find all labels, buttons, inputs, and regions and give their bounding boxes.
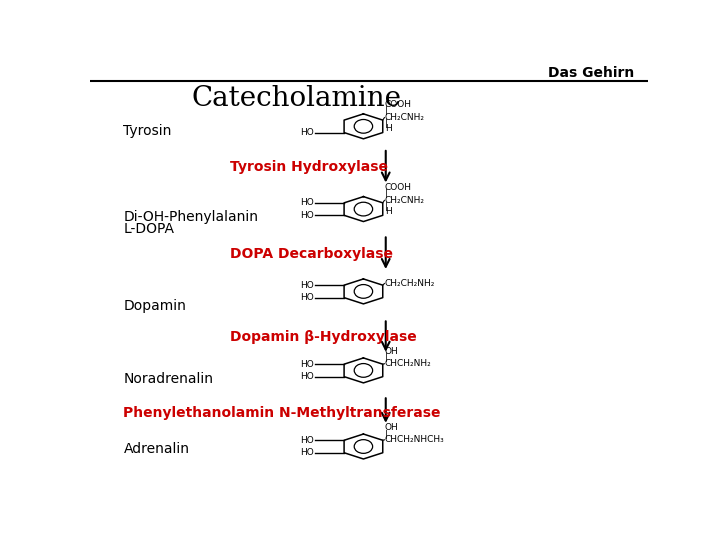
Text: DOPA Decarboxylase: DOPA Decarboxylase [230,247,392,261]
Text: |: | [385,189,388,198]
Text: OH: OH [385,347,399,356]
Text: Das Gehirn: Das Gehirn [548,66,634,80]
Text: H: H [385,124,392,133]
Text: Noradrenalin: Noradrenalin [124,372,213,386]
Text: HO: HO [300,436,313,445]
Text: |: | [385,119,388,128]
Text: HO: HO [300,360,313,369]
Text: HO: HO [300,211,313,220]
Text: HO: HO [300,372,313,381]
Text: CH₂CNH₂: CH₂CNH₂ [385,196,425,205]
Text: COOH: COOH [385,183,412,192]
Text: CH₂CNH₂: CH₂CNH₂ [385,113,425,122]
Text: L-DOPA: L-DOPA [124,222,174,236]
Text: Dopamin β-Hydroxylase: Dopamin β-Hydroxylase [230,330,416,344]
Text: |: | [385,354,388,362]
Text: OH: OH [385,423,399,433]
Text: HO: HO [300,281,313,289]
Text: CHCH₂NH₂: CHCH₂NH₂ [385,359,432,368]
Text: HO: HO [300,198,313,207]
Text: CH₂CH₂NH₂: CH₂CH₂NH₂ [385,279,436,288]
Text: HO: HO [300,128,313,137]
Text: Adrenalin: Adrenalin [124,442,189,456]
Text: Di-OH-Phenylalanin: Di-OH-Phenylalanin [124,210,258,224]
Text: HO: HO [300,448,313,457]
Text: Tyrosin Hydroxylase: Tyrosin Hydroxylase [230,160,387,174]
Text: HO: HO [300,293,313,302]
Text: |: | [385,201,388,211]
Text: H: H [385,207,392,216]
Text: Tyrosin: Tyrosin [124,124,172,138]
Text: COOH: COOH [385,100,412,109]
Text: CHCH₂NHCH₃: CHCH₂NHCH₃ [385,435,445,444]
Text: |: | [385,106,388,116]
Text: Dopamin: Dopamin [124,299,186,313]
Text: |: | [385,429,388,438]
Text: Catecholamine: Catecholamine [192,85,402,112]
Text: Phenylethanolamin N-Methyltransferase: Phenylethanolamin N-Methyltransferase [124,406,441,420]
